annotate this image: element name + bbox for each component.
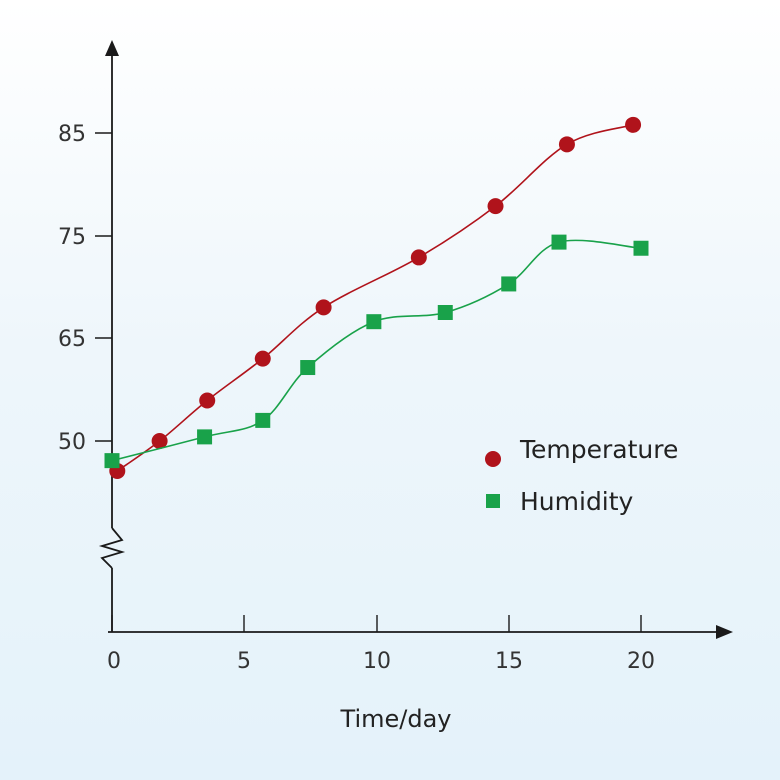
x-tick-label-5: 5	[237, 649, 251, 674]
y-axis-arrow-icon	[105, 40, 119, 56]
legend: Temperature Humidity	[485, 435, 678, 516]
data-point-humidity-0	[104, 453, 120, 469]
data-point-humidity-3	[300, 360, 316, 376]
series-layer	[104, 116, 649, 479]
legend-marker-square-icon	[486, 494, 500, 508]
x-axis	[108, 625, 733, 639]
y-tick-label-65: 65	[58, 327, 86, 352]
x-tick-label-15: 15	[495, 649, 523, 674]
x-axis-arrow-icon	[716, 625, 733, 639]
x-axis-title: Time/day	[340, 705, 452, 733]
x-tick-label-0: 0	[107, 649, 121, 674]
x-ticks: 0 5 10 15 20	[107, 615, 655, 674]
data-point-humidity-1	[197, 429, 213, 445]
y-tick-label-50: 50	[58, 430, 86, 455]
data-point-temperature-2	[199, 392, 216, 409]
data-point-temperature-7	[558, 136, 575, 153]
data-point-humidity-4	[366, 314, 382, 330]
data-point-temperature-3	[254, 350, 271, 367]
legend-marker-circle-icon	[485, 451, 501, 467]
y-axis	[98, 40, 126, 632]
data-point-humidity-7	[551, 234, 567, 250]
y-tick-label-85: 85	[58, 122, 86, 147]
data-point-temperature-6	[487, 198, 504, 215]
legend-label-temperature: Temperature	[519, 435, 678, 464]
y-ticks: 50 65 75 85	[58, 122, 112, 455]
data-point-humidity-6	[501, 276, 517, 292]
data-point-humidity-8	[633, 240, 649, 256]
data-point-temperature-1	[151, 433, 168, 449]
data-point-humidity-5	[437, 305, 453, 320]
legend-item-humidity: Humidity	[486, 487, 634, 516]
x-tick-label-10: 10	[363, 649, 391, 674]
series-line-humidity	[111, 239, 642, 462]
x-tick-label-20: 20	[627, 649, 655, 674]
data-point-temperature-5	[410, 249, 427, 266]
y-tick-label-75: 75	[58, 225, 86, 250]
data-point-temperature-8	[625, 116, 642, 133]
legend-item-temperature: Temperature	[485, 435, 678, 467]
series-line-temperature	[116, 124, 634, 472]
data-point-temperature-4	[315, 299, 332, 316]
data-point-humidity-2	[255, 412, 271, 428]
legend-label-humidity: Humidity	[520, 487, 634, 516]
y-axis-break-icon	[98, 527, 126, 569]
